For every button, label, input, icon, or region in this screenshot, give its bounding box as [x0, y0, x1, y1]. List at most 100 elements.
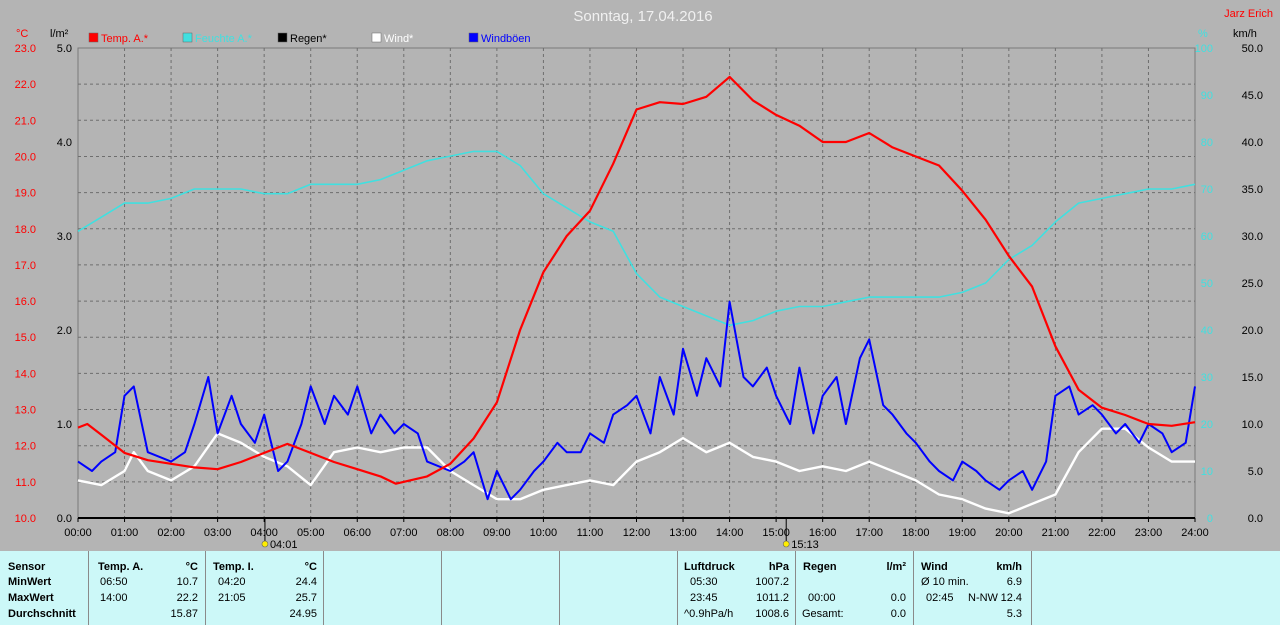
- wind-tick-label: 45.0: [1242, 90, 1263, 102]
- time-tick-label: 22:00: [1088, 527, 1116, 539]
- temp-a-avg-value: 15.87: [170, 608, 198, 620]
- time-tick-label: 06:00: [343, 527, 371, 539]
- pressure-column: Luftdruck hPa 05:30 1007.2 23:45 1011.2 …: [678, 551, 795, 625]
- time-tick-label: 20:00: [995, 527, 1023, 539]
- wind-max-time: 02:45: [926, 592, 954, 604]
- sensor-column: Sensor MinWert MaxWert Durchschnitt: [0, 551, 88, 625]
- temp-a-max-value: 22.2: [176, 592, 198, 604]
- humidity-tick-label: 50: [1201, 278, 1213, 290]
- time-tick-label: 04:00: [250, 527, 278, 539]
- pressure-trend-label: ^0.9hPa/h: [684, 608, 734, 620]
- pressure-min-value: 1007.2: [755, 576, 789, 588]
- wind-tick-label: 20.0: [1242, 325, 1263, 337]
- time-axis: 00:00 01:00 02:00 03:00 04:00 05:00 06:00 07:00…: [64, 518, 1209, 539]
- divider: [677, 551, 678, 625]
- temp-tick-label: 10.0: [15, 513, 36, 525]
- weather-chart: Sonntag, 17.04.2016 Jarz Erich °C l/m² %…: [15, 8, 1273, 551]
- legend-label: Windböen: [481, 33, 531, 45]
- chart-legend: Temp. A.* Feuchte A.* Regen* Wind* Windböen: [88, 32, 531, 45]
- time-tick-label: 01:00: [111, 527, 139, 539]
- rain-header: Regen: [803, 561, 837, 573]
- humidity-tick-label: 90: [1201, 90, 1213, 102]
- time-tick-label: 19:00: [949, 527, 977, 539]
- pressure-max-value: 1011.2: [756, 592, 789, 604]
- temp-i-max-time: 21:05: [218, 592, 246, 604]
- divider: [1031, 551, 1032, 625]
- humidity-tick-label: 40: [1201, 325, 1213, 337]
- rain-axis-unit: l/m²: [50, 28, 69, 40]
- wind-column: Wind km/h Ø 10 min. 6.9 02:45 N-NW 12.4 …: [914, 551, 1031, 625]
- wind-tick-label: 5.0: [1248, 466, 1263, 478]
- temp-tick-label: 18.0: [15, 224, 36, 236]
- rain-max-value: 0.0: [890, 592, 906, 604]
- legend-swatch: [371, 32, 382, 43]
- summary-panel: Sensor MinWert MaxWert Durchschnitt Temp…: [0, 551, 1280, 625]
- rain-column: Regen l/m² 00:00 0.0 Gesamt: 0.0: [796, 551, 913, 625]
- time-tick-label: 02:00: [157, 527, 185, 539]
- temp-tick-label: 20.0: [15, 151, 36, 163]
- time-tick-label: 15:00: [762, 527, 790, 539]
- wind-day-avg-value: 5.3: [1006, 608, 1022, 620]
- temp-tick-label: 14.0: [15, 368, 36, 380]
- time-tick-label: 07:00: [390, 527, 418, 539]
- wind-tick-label: 35.0: [1242, 184, 1263, 196]
- time-tick-label: 17:00: [855, 527, 883, 539]
- divider: [913, 551, 914, 625]
- wind-tick-label: 30.0: [1242, 231, 1263, 243]
- time-tick-label: 18:00: [902, 527, 930, 539]
- humidity-tick-label: 20: [1201, 419, 1213, 431]
- legend-swatch: [277, 32, 288, 43]
- rain-tick-label: 2.0: [57, 325, 72, 337]
- humidity-axis: 0 10 20 30 40 50 60 70 80 90 100: [1195, 43, 1213, 525]
- legend-swatch: [88, 32, 99, 43]
- time-tick-label: 16:00: [809, 527, 837, 539]
- temp-tick-label: 11.0: [15, 477, 36, 489]
- wind-avg-value: 6.9: [1006, 576, 1022, 588]
- wind-max-value: 12.4: [1000, 592, 1022, 604]
- temp-i-unit: °C: [304, 561, 317, 573]
- divider: [559, 551, 560, 625]
- rain-tick-label: 5.0: [57, 43, 72, 55]
- divider: [323, 551, 324, 625]
- series-lines: [77, 75, 1196, 519]
- temp-tick-label: 15.0: [15, 332, 36, 344]
- wind-tick-label: 0.0: [1248, 513, 1263, 525]
- temp-tick-label: 17.0: [15, 260, 36, 272]
- temp-a-min-time: 06:50: [100, 576, 128, 588]
- temp-tick-label: 13.0: [15, 405, 36, 417]
- legend-label: Regen*: [290, 33, 327, 45]
- temp-tick-label: 16.0: [15, 296, 36, 308]
- humidity-axis-unit: %: [1198, 28, 1208, 40]
- divider: [88, 551, 89, 625]
- time-tick-label: 13:00: [669, 527, 697, 539]
- wind-tick-label: 50.0: [1242, 43, 1263, 55]
- time-tick-label: 24:00: [1181, 527, 1209, 539]
- chart-credit: Jarz Erich: [1224, 8, 1273, 20]
- chart-title: Sonntag, 17.04.2016: [573, 8, 712, 25]
- time-tick-label: 11:00: [577, 527, 604, 539]
- temp-i-min-time: 04:20: [218, 576, 246, 588]
- pressure-header: Luftdruck: [684, 561, 735, 573]
- time-tick-label: 09:00: [483, 527, 511, 539]
- temp-i-column: Temp. I. °C 04:20 24.4 21:05 25.7 24.95: [206, 551, 323, 625]
- pressure-max-time: 23:45: [690, 592, 718, 604]
- rain-tick-label: 1.0: [57, 419, 72, 431]
- temp-a-max-time: 14:00: [100, 592, 128, 604]
- temp-a-header: Temp. A.: [98, 561, 144, 573]
- time-tick-label: 12:00: [623, 527, 651, 539]
- humidity-tick-label: 30: [1201, 372, 1213, 384]
- temp-i-avg-value: 24.95: [289, 608, 317, 620]
- temp-a-min-value: 10.7: [176, 576, 198, 588]
- wind-axis-unit: km/h: [1233, 28, 1257, 40]
- wind-header: Wind: [921, 561, 948, 573]
- rain-tick-label: 4.0: [57, 137, 72, 149]
- wind-tick-label: 10.0: [1242, 419, 1263, 431]
- wind-max-direction: N-NW: [968, 592, 998, 604]
- time-tick-label: 00:00: [64, 527, 92, 539]
- time-tick-label: 10:00: [530, 527, 558, 539]
- time-tick-label: 23:00: [1135, 527, 1163, 539]
- time-tick-label: 08:00: [437, 527, 465, 539]
- humidity-tick-label: 10: [1201, 466, 1213, 478]
- grid-lines: [78, 48, 1195, 518]
- humidity-tick-label: 80: [1201, 137, 1213, 149]
